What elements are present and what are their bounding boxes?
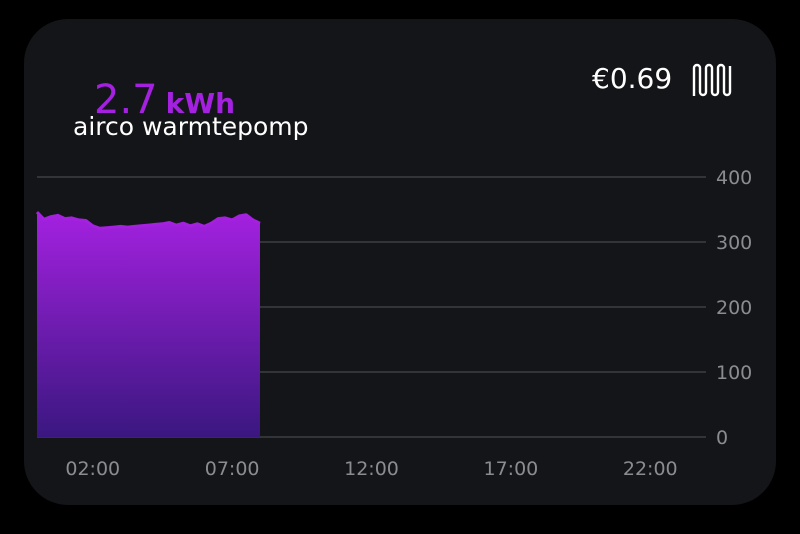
y-tick-label: 400 — [716, 167, 752, 189]
energy-area — [37, 212, 260, 437]
radiator-icon — [692, 63, 732, 97]
y-tick-label: 100 — [716, 362, 752, 384]
x-tick-label: 17:00 — [483, 458, 538, 480]
energy-line — [35, 211, 261, 230]
y-tick-label: 0 — [716, 427, 728, 449]
energy-value: 2.7 kWh — [94, 77, 235, 123]
y-tick-label: 300 — [716, 232, 752, 254]
x-tick-label: 07:00 — [205, 458, 260, 480]
y-tick-label: 200 — [716, 297, 752, 319]
x-tick-label: 02:00 — [65, 458, 120, 480]
x-tick-label: 22:00 — [623, 458, 678, 480]
entity-name: airco warmtepomp — [73, 112, 309, 141]
unit-label: kWh — [165, 87, 236, 120]
cost-value: €0.69 — [592, 62, 673, 95]
x-tick-label: 12:00 — [344, 458, 399, 480]
value-number: 2.7 — [94, 77, 158, 123]
